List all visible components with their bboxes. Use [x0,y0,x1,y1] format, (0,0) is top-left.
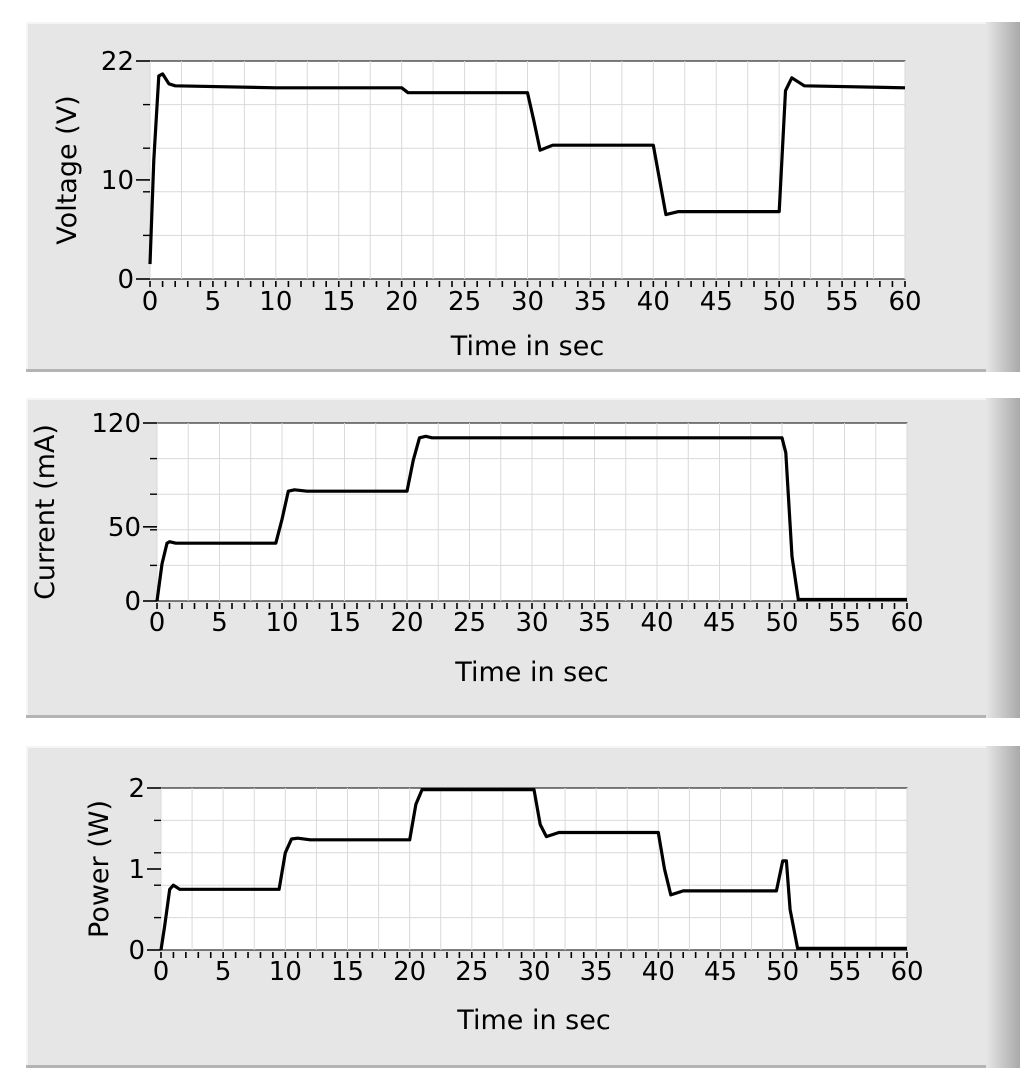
x-tick-label: 40 [642,957,675,987]
x-tick-label: 10 [269,957,302,987]
x-tick-label: 35 [580,957,613,987]
voltage-chart-panel: 0 5 10 15 20 25 30 35 40 45 50 55 60 0 10 22 Time in sec… [26,22,1020,372]
x-axis-label: Time in sec [454,657,608,688]
y-tick-label: 50 [108,513,141,543]
x-tick-label: 5 [205,287,222,317]
x-tick-label: 10 [259,287,292,317]
x-tick-label: 50 [766,957,799,987]
x-tick-label: 55 [828,608,861,638]
x-tick-label: 25 [455,957,488,987]
series-line [148,72,906,265]
x-tick-label: 0 [149,608,166,638]
current-chart-panel: 0 5 10 15 20 25 30 35 40 45 50 55 60 0 50 120 Time in se… [26,398,1020,718]
x-tick-label: 30 [515,608,548,638]
x-tick-label: 10 [265,608,298,638]
y-tick-label: 0 [117,265,134,295]
x-tick-label: 20 [385,287,418,317]
x-tick-label: 50 [763,287,796,317]
x-tick-label: 30 [511,287,544,317]
x-tick-label: 25 [448,287,481,317]
y-axis-label: Power (W) [84,800,115,938]
x-tick-label: 55 [828,957,861,987]
y-tick-label: 0 [124,587,141,617]
y-tick-label: 120 [91,409,141,439]
x-axis-label: Time in sec [456,1005,610,1036]
x-tick-label: 55 [826,287,859,317]
x-tick-label: 30 [517,957,550,987]
x-tick-label: 25 [453,608,486,638]
x-tick-label: 15 [322,287,355,317]
x-axis-label: Time in sec [450,331,604,362]
power-chart-panel: 0 5 10 15 20 25 30 35 40 45 50 55 60 0 1 2 Time in sec Po… [26,746,1020,1068]
y-tick-label: 0 [128,936,145,966]
y-tick-label: 10 [101,166,134,196]
y-axis-label: Current (mA) [30,424,61,600]
x-tick-label: 15 [331,957,364,987]
y-axis-label: Voltage (V) [52,95,83,244]
x-tick-label: 45 [703,608,736,638]
x-tick-label: 45 [704,957,737,987]
x-tick-label: 60 [890,608,923,638]
x-tick-label: 20 [390,608,423,638]
x-tick-label: 50 [765,608,798,638]
x-tick-label: 0 [153,957,170,987]
x-tick-label: 20 [393,957,426,987]
y-tick-label: 22 [101,47,134,77]
x-tick-label: 35 [574,287,607,317]
current-chart: 0 5 10 15 20 25 30 35 40 45 50 55 60 0 50 120 Time in se… [30,409,924,688]
x-tick-label: 40 [637,287,670,317]
x-tick-label: 60 [888,287,921,317]
x-tick-label: 35 [578,608,611,638]
x-tick-label: 60 [890,957,923,987]
x-tick-label: 15 [328,608,361,638]
x-tick-label: 5 [215,957,232,987]
y-tick-label: 2 [128,774,145,804]
x-tick-label: 40 [640,608,673,638]
x-tick-label: 45 [700,287,733,317]
series-line [159,787,907,951]
power-chart: 0 5 10 15 20 25 30 35 40 45 50 55 60 0 1 2 Time in sec Po… [84,774,924,1036]
voltage-chart: 0 5 10 15 20 25 30 35 40 45 50 55 60 0 10 22 Time in sec… [52,47,922,362]
x-tick-label: 0 [142,287,159,317]
x-tick-label: 5 [211,608,228,638]
series-line [155,434,907,602]
y-tick-label: 1 [128,855,145,885]
